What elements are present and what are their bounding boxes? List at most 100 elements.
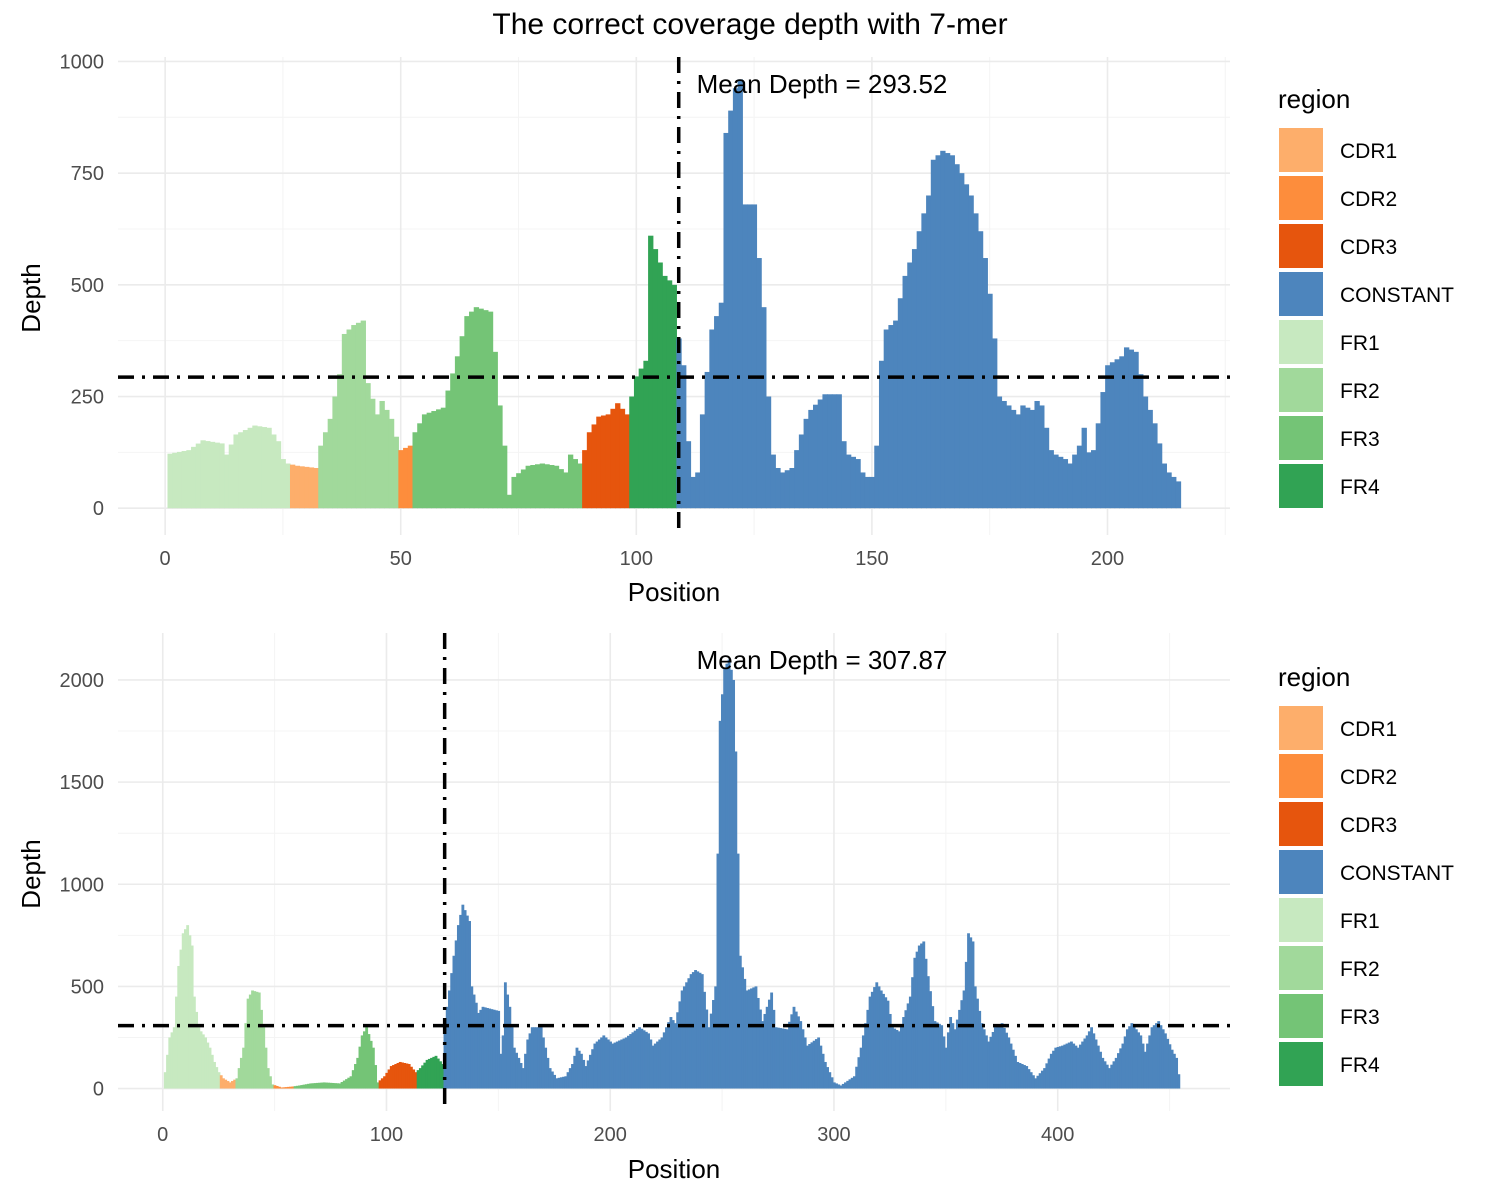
depth-bar-constant	[490, 1009, 494, 1089]
depth-bar-fr4	[638, 368, 644, 509]
depth-bar-constant	[600, 1037, 604, 1089]
depth-bar-constant	[877, 986, 881, 1089]
depth-bar-constant	[1121, 1043, 1125, 1089]
legend-label-cdr1: CDR1	[1340, 140, 1397, 163]
depth-bar-fr1	[213, 1061, 216, 1089]
depth-bar-fr1	[191, 446, 197, 509]
depth-bar-cdr2	[280, 1087, 284, 1089]
depth-bar-fr3	[553, 465, 560, 509]
depth-bar-constant	[790, 1014, 794, 1089]
depth-bar-constant	[938, 1023, 941, 1089]
depth-bar-cdr3	[401, 1062, 404, 1089]
depth-bar-fr2	[365, 383, 371, 509]
depth-bar-constant	[1023, 1065, 1026, 1089]
depth-bar-constant	[962, 990, 966, 1089]
depth-bar-constant	[521, 1068, 525, 1089]
depth-bar-fr1	[206, 1042, 210, 1089]
depth-bar-fr3	[351, 1070, 355, 1089]
depth-bar-constant	[723, 132, 729, 509]
depth-bar-constant	[691, 972, 695, 1089]
depth-bar-constant	[899, 1024, 903, 1089]
depth-bar-constant	[1130, 1023, 1134, 1089]
depth-bar-fr1	[252, 425, 258, 509]
depth-bar-constant	[515, 1052, 518, 1089]
depth-bar-fr2	[360, 320, 366, 509]
depth-bar-constant	[1128, 1026, 1132, 1089]
depth-bar-constant	[803, 418, 809, 509]
depth-bar-constant	[530, 1027, 534, 1089]
depth-bar-constant	[808, 1043, 812, 1089]
depth-bar-constant	[836, 394, 842, 509]
depth-bar-constant	[1134, 1029, 1138, 1089]
legend-title: region	[1278, 662, 1350, 692]
depth-bar-constant	[1025, 1066, 1029, 1089]
depth-bar-fr4	[416, 1070, 420, 1089]
depth-bar-constant	[946, 1032, 950, 1089]
depth-bar-constant	[859, 1047, 863, 1089]
legend-label-fr2: FR2	[1340, 380, 1380, 403]
depth-bar-constant	[789, 467, 795, 509]
depth-bar-fr3	[567, 454, 574, 509]
depth-bar-constant	[656, 1041, 659, 1089]
depth-bar-fr4	[432, 1056, 436, 1089]
depth-bar-constant	[908, 996, 912, 1089]
depth-bar-fr1	[201, 1034, 205, 1089]
legend-swatch-cdr1	[1279, 128, 1323, 172]
depth-bar-constant	[1040, 1070, 1044, 1089]
legend-swatch-constant	[1279, 850, 1323, 894]
depth-bar-fr2	[351, 325, 357, 509]
depth-bar-fr4	[666, 280, 673, 509]
depth-bar-constant	[649, 1039, 653, 1089]
depth-bar-fr4	[439, 1061, 442, 1089]
depth-bar-constant	[1159, 1025, 1163, 1089]
depth-bar-constant	[1002, 1027, 1006, 1089]
y-tick-label: 1500	[60, 772, 105, 794]
depth-bar-constant	[1020, 1064, 1024, 1089]
y-tick-labels: 0 250 500 750 1000	[60, 51, 105, 520]
depth-bar-constant	[1039, 405, 1045, 509]
depth-bar-constant	[699, 414, 706, 509]
legend-label-fr3: FR3	[1340, 428, 1380, 451]
depth-bar-cdr3	[403, 1062, 407, 1089]
depth-bar-constant	[883, 329, 889, 509]
depth-bar-constant	[841, 441, 847, 509]
depth-bar-constant	[622, 1038, 626, 1089]
depth-bar-constant	[779, 1028, 782, 1089]
depth-bar-constant	[1092, 1033, 1096, 1089]
depth-bar-fr2	[264, 1047, 268, 1089]
depth-bar-cdr2	[289, 1086, 293, 1089]
depth-bar-constant	[1086, 452, 1092, 509]
depth-bar-constant	[1152, 423, 1158, 509]
depth-bar-constant	[678, 1001, 682, 1089]
depth-bar-constant	[662, 1032, 666, 1089]
y-tick-labels: 0 500 1000 1500 2000	[60, 670, 105, 1101]
depth-bar-constant	[1052, 1050, 1055, 1089]
y-tick-label: 250	[71, 387, 104, 409]
depth-bar-constant	[461, 904, 465, 1089]
depth-bar-fr3	[436, 409, 442, 509]
depth-bar-constant	[1161, 463, 1167, 509]
depth-bar-constant	[841, 1083, 845, 1089]
depth-bar-constant	[481, 1006, 485, 1089]
depth-bar-constant	[689, 974, 693, 1089]
depth-bar-constant	[1175, 481, 1182, 509]
depth-bar-constant	[533, 1027, 536, 1089]
depth-bar-cdr2	[284, 1087, 288, 1089]
depth-bar-fr3	[483, 310, 489, 509]
depth-bar-constant	[817, 1037, 821, 1089]
depth-bar-constant	[685, 982, 689, 1089]
depth-bar-constant	[868, 996, 872, 1089]
depth-bar-fr1	[199, 1031, 203, 1089]
depth-bar-cdr3	[600, 415, 607, 509]
depth-bar-constant	[1061, 1045, 1064, 1089]
depth-bar-constant	[635, 1028, 639, 1089]
depth-bar-constant	[1065, 1043, 1069, 1089]
depth-bar-fr3	[347, 1077, 351, 1089]
depth-bar-constant	[1172, 1053, 1176, 1089]
depth-bar-constant	[508, 1006, 512, 1089]
depth-bar-constant	[695, 472, 701, 509]
depth-bar-constant	[924, 958, 928, 1089]
depth-bar-constant	[651, 1045, 655, 1089]
depth-bar-fr2	[355, 322, 362, 509]
depth-bar-fr3	[459, 336, 465, 509]
